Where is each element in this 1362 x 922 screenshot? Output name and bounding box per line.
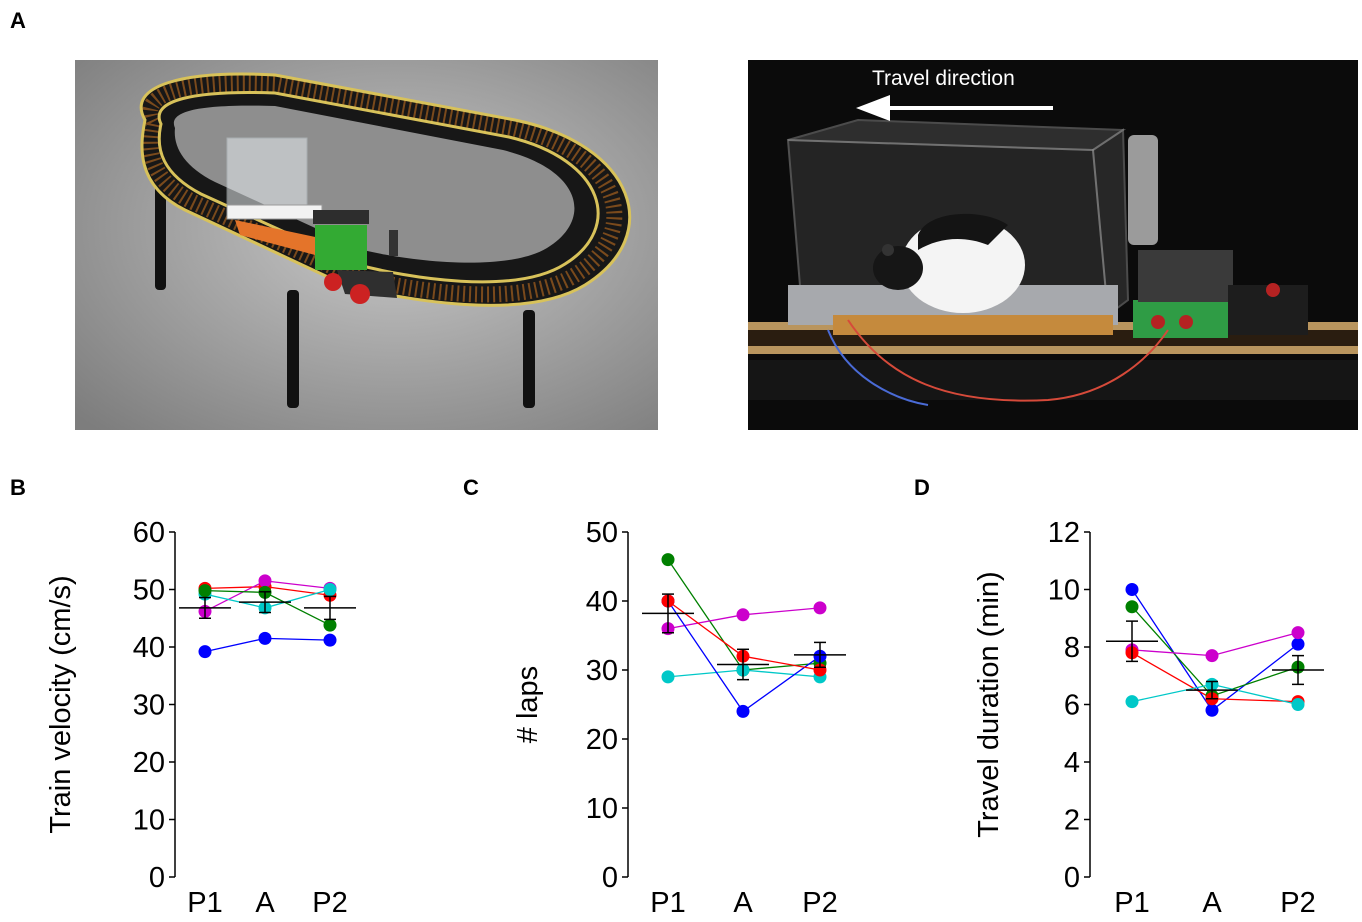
data-point [1205,649,1219,663]
y-tick-label: 0 [149,862,165,894]
x-tick-label: P1 [187,887,222,919]
chart-laps: 0 10 20 30 40 50 # laps P1 A P2 [512,517,846,919]
data-point [736,608,750,622]
data-point [1291,698,1305,711]
y-tick-label: 50 [133,575,165,607]
track-render-drawing [75,60,658,430]
data-point [323,633,337,647]
chart-velocity: 0 10 20 30 40 50 60 Train velocity (cm/s) P1 A P2 [45,517,356,919]
data-point [1291,626,1305,640]
data-point [258,631,272,645]
data-point [1125,583,1139,596]
y-tick-label: 12 [1048,517,1080,549]
y-tick-label: 40 [586,586,618,618]
y-axis-label: Train velocity (cm/s) [45,575,77,833]
data-point [661,553,675,567]
y-axis-label: # laps [512,666,544,743]
y-tick-label: 10 [133,805,165,837]
travel-direction-label: Travel direction [872,67,1015,90]
data-point [258,574,272,588]
x-tick-label: P2 [1280,887,1315,919]
data-point [198,584,212,598]
panel-label-a: A [10,8,26,33]
chart-duration: 0 2 4 6 8 10 12 Travel duration (min) P1 A P2 [973,517,1324,919]
y-tick-label: 8 [1064,632,1080,664]
y-tick-label: 40 [133,632,165,664]
y-tick-label: 6 [1064,690,1080,722]
y-tick-label: 2 [1064,805,1080,837]
x-tick-label: A [733,887,753,919]
y-tick-label: 50 [586,517,618,549]
y-tick-label: 0 [602,862,618,894]
x-tick-label: A [1202,887,1222,919]
data-point [323,618,337,632]
data-point [1125,695,1139,709]
y-tick-label: 10 [586,793,618,825]
data-point [736,704,750,718]
y-tick-label: 4 [1064,747,1080,779]
y-tick-label: 10 [1048,575,1080,607]
y-tick-label: 0 [1064,862,1080,894]
y-tick-label: 30 [586,655,618,687]
y-tick-label: 60 [133,517,165,549]
data-point [813,601,827,615]
data-point [1205,703,1219,717]
data-point [1125,600,1139,614]
data-point [323,583,337,596]
track-render-image [75,60,658,430]
x-tick-label: P1 [650,887,685,919]
panel-label-d: D [914,475,930,500]
y-tick-label: 20 [586,724,618,756]
x-tick-label: A [255,887,275,919]
y-tick-label: 30 [133,690,165,722]
x-tick-label: P1 [1114,887,1149,919]
panel-label-b: B [10,475,26,500]
y-tick-label: 20 [133,747,165,779]
x-tick-label: P2 [802,887,837,919]
rat-train-photo: Travel direction [748,60,1358,430]
rat-train-drawing [748,60,1358,430]
panel-label-c: C [463,475,479,500]
y-axis-label: Travel duration (min) [973,571,1005,837]
data-point [1291,637,1305,651]
x-tick-label: P2 [312,887,347,919]
data-point [661,670,675,684]
data-point [198,645,212,659]
